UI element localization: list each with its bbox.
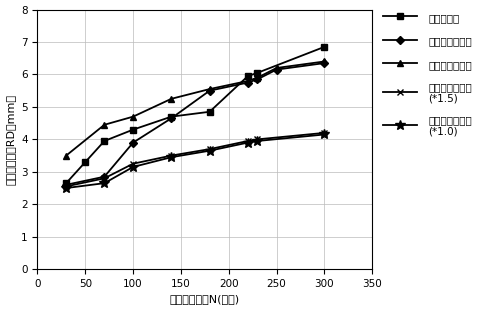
车辙实测值 [245,74,251,78]
推演－典型气温 [168,117,174,120]
推演－最高气温
(*1.0) [130,165,136,169]
推演－典型气温 [63,183,69,187]
Line: 推演－典型气温
(*1.5): 推演－典型气温 (*1.5) [63,129,328,190]
X-axis label: 轴载作用次数N(万次): 轴载作用次数N(万次) [170,294,240,304]
推演－最高气温 [63,154,69,157]
推演－最高气温 [274,66,280,70]
推演－最高气温 [130,115,136,118]
车辙实测值 [168,115,174,118]
推演－典型气温
(*1.5) [101,176,107,180]
Line: 推演－最高气温
(*1.0): 推演－最高气温 (*1.0) [61,130,329,193]
推演－最高气温
(*1.0) [63,186,69,190]
车辙实测值 [82,160,88,164]
推演－最高气温 [255,76,261,80]
Legend: 车辙实测值, 推演－典型气温, 推演－最高气温, 推演－典型气温
(*1.5), 推演－最高气温
(*1.0): 车辙实测值, 推演－典型气温, 推演－最高气温, 推演－典型气温 (*1.5),… [382,11,472,137]
车辙实测值 [63,181,69,185]
车辙实测值 [101,139,107,143]
推演－典型气温 [101,175,107,179]
推演－最高气温 [168,97,174,101]
推演－典型气温
(*1.5) [255,138,261,141]
推演－最高气温
(*1.0) [322,133,327,136]
推演－最高气温 [322,60,327,63]
Line: 车辙实测值: 车辙实测值 [63,43,328,187]
Line: 推演－典型气温: 推演－典型气温 [64,60,327,188]
推演－典型气温
(*1.5) [322,131,327,135]
车辙实测值 [207,110,213,114]
车辙实测值 [130,128,136,131]
推演－典型气温 [322,61,327,65]
车辙实测值 [322,45,327,49]
推演－典型气温 [130,141,136,144]
推演－典型气温 [245,81,251,84]
Line: 推演－最高气温: 推演－最高气温 [63,58,328,159]
推演－典型气温 [255,78,261,81]
推演－最高气温
(*1.0) [101,181,107,185]
推演－典型气温
(*1.5) [168,154,174,157]
推演－典型气温
(*1.5) [245,139,251,143]
推演－最高气温
(*1.0) [245,141,251,144]
推演－典型气温 [274,68,280,71]
推演－最高气温 [245,79,251,83]
车辙实测值 [255,71,261,75]
推演－最高气温 [207,87,213,91]
Y-axis label: 沥青路面车辙RD（mm）: 沥青路面车辙RD（mm） [6,94,16,185]
推演－最高气温 [101,123,107,126]
推演－典型气温
(*1.5) [130,162,136,166]
推演－典型气温 [207,89,213,93]
推演－最高气温
(*1.0) [207,149,213,153]
推演－最高气温
(*1.0) [255,139,261,143]
推演－典型气温
(*1.5) [63,184,69,188]
推演－最高气温
(*1.0) [168,155,174,159]
推演－典型气温
(*1.5) [207,147,213,151]
